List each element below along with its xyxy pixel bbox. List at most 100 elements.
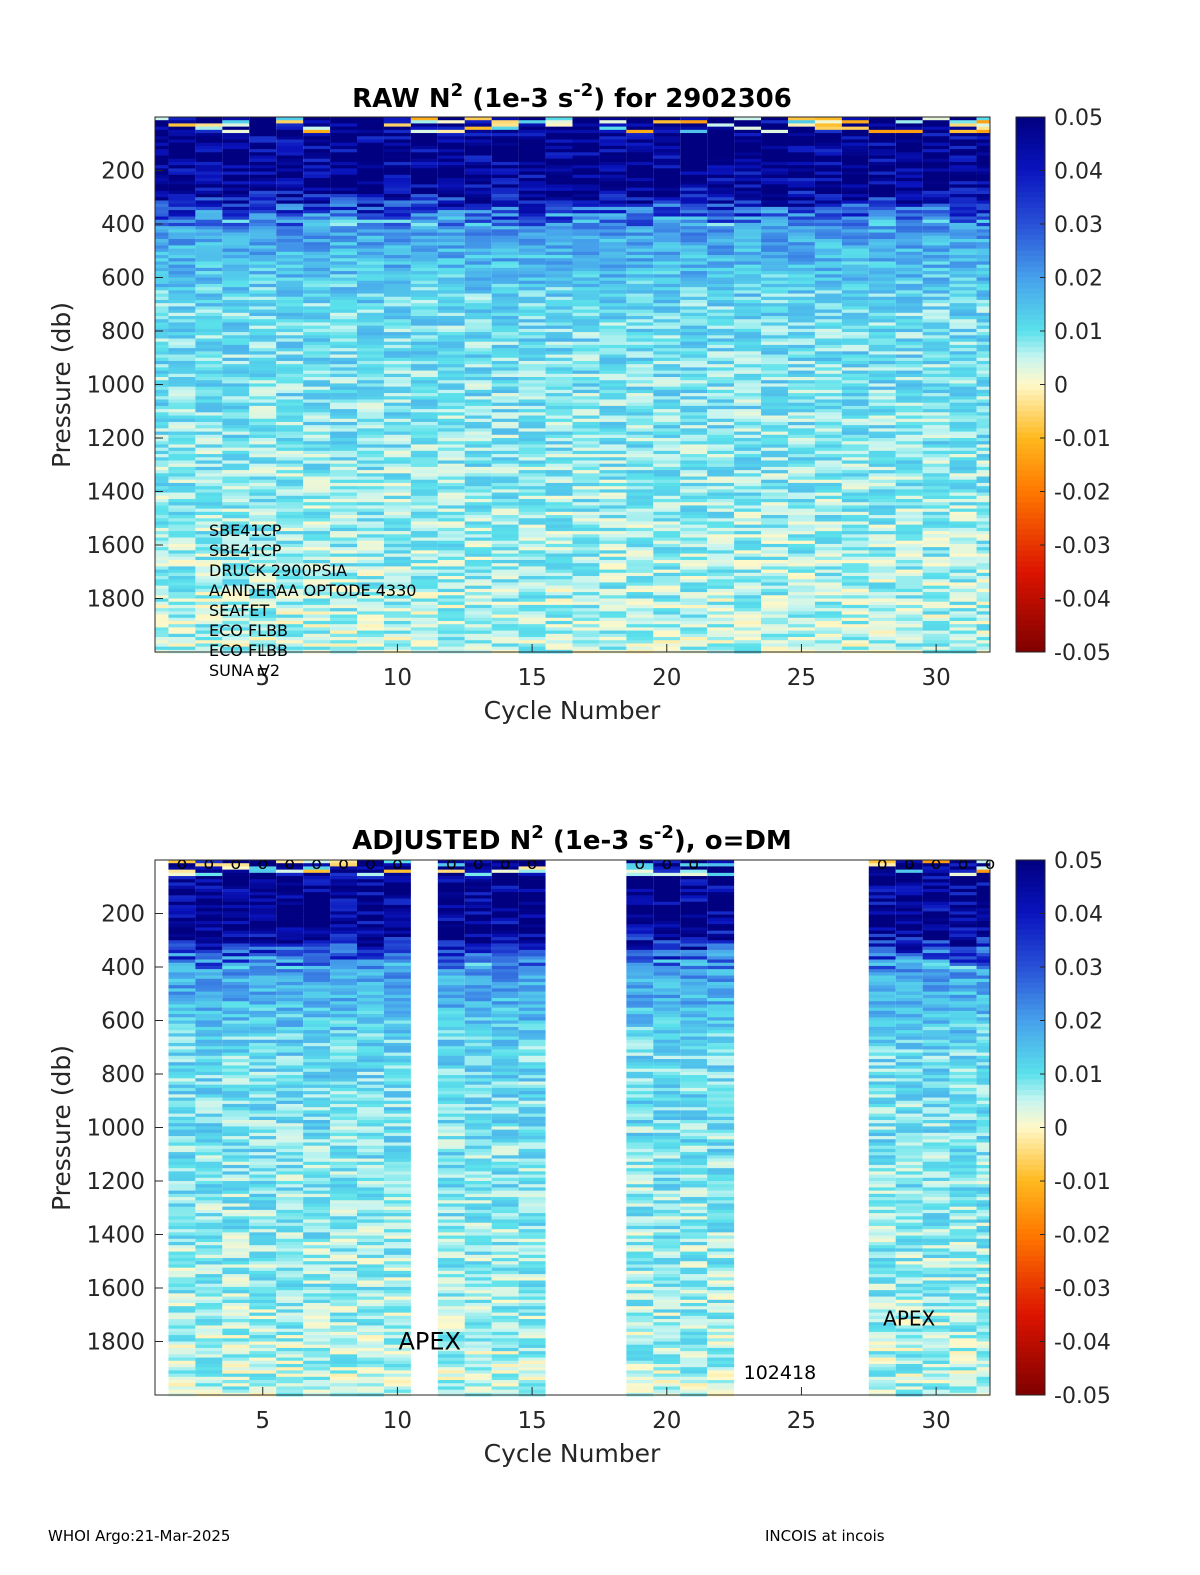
heat-column-cycle-5 [249,860,277,1397]
heat-column-cycle-24 [761,117,788,654]
dm-marker: o [635,854,645,874]
heat-column-cycle-11 [410,117,438,654]
heat-column-cycle-8 [330,117,358,654]
sensor-label: SBE41CP [209,541,282,560]
x-tick-label: 20 [652,665,681,691]
heat-column-cycle-6 [276,117,304,654]
colorbar-tick-label: -0.04 [1054,1331,1111,1356]
heat-column-cycle-4 [222,860,250,1397]
raw-colorbar: 0.05 0.04 0.03 0.02 0.01 0 -0.01 -0.02 -0.03 -0.0… [1015,106,1111,666]
heat-column-cycle-31 [949,860,977,1397]
colorbar-tick-label: 0.04 [1054,160,1103,185]
adjusted-title: ADJUSTED N2 (1e-3 s-2), o=DM [352,822,792,856]
colorbar-tick-label: 0.01 [1054,1063,1103,1088]
sensor-label: DRUCK 2900PSIA [209,561,347,580]
dm-marker: o [662,854,672,874]
heat-column-cycle-9 [357,117,384,654]
x-tick-label: 25 [787,665,816,691]
x-tick-label: 15 [517,665,546,691]
heat-column-cycle-14 [491,860,519,1397]
heat-column-cycle-4 [222,117,250,654]
dm-marker: o [392,854,402,874]
sensor-label: SBE41CP [209,521,282,540]
dm-marker: o [527,854,537,874]
colorbar-tick-label: 0.02 [1054,1010,1103,1035]
footer-right: INCOIS at incois [765,1527,885,1545]
heat-column-cycle-3 [195,117,223,654]
dm-marker: o [904,854,914,874]
colorbar-tick-label: -0.03 [1054,1277,1111,1302]
heat-column-cycle-18 [599,117,627,654]
raw-heatmap [155,117,990,654]
x-tick-label: 25 [787,1408,816,1434]
y-tick-label: 1800 [86,1330,145,1356]
x-tick-label: 5 [255,1408,270,1434]
heat-column-cycle-8 [330,860,358,1397]
y-tick-label: 400 [101,212,145,238]
heat-column-cycle-2 [168,117,196,654]
heat-column-cycle-23 [734,117,762,654]
raw-panel: RAW N2 (1e-3 s-2) for 2902306 5 10 15 20 25 3… [47,80,1111,725]
heat-column-cycle-21 [680,860,708,1397]
y-tick-label: 1600 [86,533,145,559]
y-tick-label: 600 [101,266,145,292]
heat-column-cycle-6 [276,860,304,1397]
adjusted-annotations: APEX 102418 APEX [398,1306,935,1384]
dm-marker: o [446,854,456,874]
heat-column-cycle-29 [895,860,923,1397]
colorbar-tick-label: 0 [1054,1117,1068,1142]
heat-column-cycle-19 [626,117,654,654]
y-tick-label: 1200 [86,1169,145,1195]
heat-column-cycle-29 [895,117,923,654]
heat-column-cycle-2 [168,860,196,1397]
heat-column-cycle-3 [195,860,223,1397]
y-tick-label: 600 [101,1009,145,1035]
dm-marker: o [177,854,187,874]
heat-column-cycle-22 [707,117,735,654]
colorbar-tick-label: -0.04 [1054,588,1111,613]
heat-column-cycle-12 [437,117,465,654]
dm-marker: o [284,854,294,874]
colorbar-tick-label: -0.01 [1054,1170,1111,1195]
y-tick-label: 200 [101,159,145,185]
adjusted-heatmap [168,860,990,1397]
adjusted-y-ticks: 200 400 600 800 1000 1200 1400 1600 1800 [86,902,163,1356]
heat-column-cycle-28 [868,117,896,654]
dm-marker: o [338,854,348,874]
x-tick-label: 10 [383,665,412,691]
y-tick-label: 1200 [86,426,145,452]
y-tick-label: 1400 [86,1223,145,1249]
colorbar-tick-label: -0.05 [1054,1384,1111,1409]
y-tick-label: 400 [101,955,145,981]
x-tick-label: 30 [921,665,950,691]
dm-marker: o [931,854,941,874]
dm-marker: o [877,854,887,874]
raw-ylabel: Pressure (db) [47,302,76,468]
raw-xlabel: Cycle Number [484,696,661,725]
adjusted-colorbar: 0.05 0.04 0.03 0.02 0.01 0 -0.01 -0.02 -0.03 -0.0… [1015,849,1111,1409]
dm-marker: o [473,854,483,874]
heat-column-cycle-19 [626,860,654,1397]
x-tick-label: 20 [652,1408,681,1434]
y-tick-label: 1400 [86,480,145,506]
heat-column-cycle-22 [707,860,735,1397]
heat-column-cycle-15 [518,860,546,1397]
y-tick-label: 1000 [86,373,145,399]
float-annotation: APEX [398,1328,461,1356]
y-tick-label: 1000 [86,1116,145,1142]
sensor-label: SEAFET [209,601,270,620]
heat-column-cycle-15 [518,117,546,654]
footer-left: WHOI Argo:21-Mar-2025 [48,1527,231,1545]
float-annotation: APEX [883,1306,935,1330]
heat-column-cycle-32 [976,117,990,654]
heat-column-cycle-13 [464,117,492,654]
heat-column-cycle-12 [437,860,465,1397]
colorbar-tick-label: 0.02 [1054,267,1103,292]
colorbar-tick-label: -0.05 [1054,641,1111,666]
heat-column-cycle-20 [653,117,681,654]
colorbar-tick-label: -0.02 [1054,1224,1111,1249]
colorbar-tick-label: -0.03 [1054,534,1111,559]
heat-column-cycle-10 [383,117,411,654]
heat-column-cycle-17 [572,117,600,654]
